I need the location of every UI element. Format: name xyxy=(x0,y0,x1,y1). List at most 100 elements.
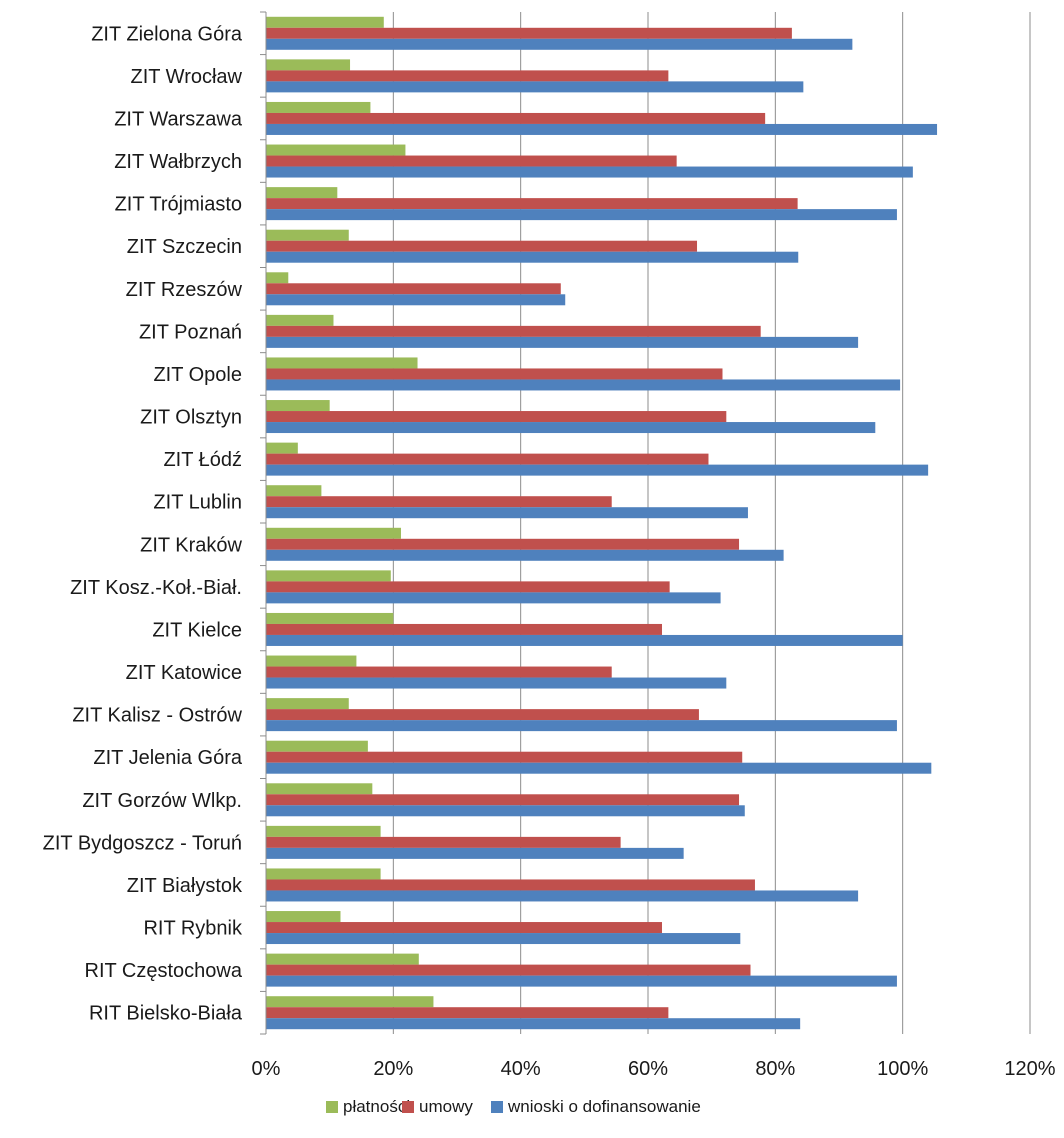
bar-umowy xyxy=(266,581,670,593)
bar-wnioski-o-dofinansowanie xyxy=(266,166,913,178)
bar-płatności xyxy=(266,357,418,369)
bar-umowy xyxy=(266,666,612,678)
grid-lines xyxy=(392,12,1031,1034)
bar-umowy xyxy=(266,155,677,167)
bar-płatności xyxy=(266,868,381,880)
category-label: ZIT Kielce xyxy=(152,619,242,641)
category-label: ZIT Warszawa xyxy=(114,108,243,130)
category-label: ZIT Wałbrzych xyxy=(114,151,242,173)
category-label: ZIT Lublin xyxy=(153,492,242,514)
bar-płatności xyxy=(266,187,338,199)
bar-umowy xyxy=(266,623,663,635)
bar-wnioski-o-dofinansowanie xyxy=(266,422,876,434)
category-label: ZIT Rzeszów xyxy=(126,279,243,301)
bar-płatności xyxy=(266,698,349,710)
bar-wnioski-o-dofinansowanie xyxy=(266,677,727,689)
category-label: ZIT Zielona Góra xyxy=(91,23,243,45)
bar-wnioski-o-dofinansowanie xyxy=(266,379,901,391)
bar-umowy xyxy=(266,283,561,295)
category-label: ZIT Wrocław xyxy=(131,66,243,88)
bar-płatności xyxy=(266,229,349,241)
bar-płatności xyxy=(266,612,394,624)
legend: płatności umowy wnioski o dofinansowanie xyxy=(326,1097,701,1116)
category-label: ZIT Kalisz - Ostrów xyxy=(72,705,242,727)
bar-wnioski-o-dofinansowanie xyxy=(266,634,903,646)
bar-płatności xyxy=(266,953,419,965)
legend-label: umowy xyxy=(419,1097,473,1116)
bar-płatności xyxy=(266,911,341,923)
legend-label: wnioski o dofinansowanie xyxy=(507,1097,701,1116)
bar-umowy xyxy=(266,27,792,39)
y-axis xyxy=(260,11,267,1035)
bar-płatności xyxy=(266,570,391,582)
bar-wnioski-o-dofinansowanie xyxy=(266,933,741,945)
category-label: RIT Bielsko-Biała xyxy=(89,1003,243,1025)
x-tick-label: 120% xyxy=(1004,1058,1055,1080)
category-label: ZIT Gorzów Wlkp. xyxy=(82,790,242,812)
bar-płatności xyxy=(266,655,357,667)
bars xyxy=(266,16,938,1030)
bar-wnioski-o-dofinansowanie xyxy=(266,975,897,987)
category-label: ZIT Jelenia Góra xyxy=(93,747,242,769)
bar-płatności xyxy=(266,485,322,497)
x-tick-label: 80% xyxy=(755,1058,795,1080)
bar-umowy xyxy=(266,368,723,380)
bar-umowy xyxy=(266,1007,669,1019)
bar-wnioski-o-dofinansowanie xyxy=(266,507,748,519)
bar-wnioski-o-dofinansowanie xyxy=(266,1018,801,1030)
x-axis-ticks: 0% 20% 40% 60% 80% 100% 120% xyxy=(252,1058,1056,1080)
bar-wnioski-o-dofinansowanie xyxy=(266,464,929,476)
bar-wnioski-o-dofinansowanie xyxy=(266,81,804,93)
bar-wnioski-o-dofinansowanie xyxy=(266,336,859,348)
category-labels: ZIT Zielona Góra ZIT Wrocław ZIT Warszawa Z… xyxy=(43,23,243,1024)
category-label: ZIT Opole xyxy=(153,364,242,386)
x-tick-label: 60% xyxy=(628,1058,668,1080)
bar-umowy xyxy=(266,198,798,210)
bar-płatności xyxy=(266,527,401,539)
bar-płatności xyxy=(266,400,330,412)
bar-wnioski-o-dofinansowanie xyxy=(266,251,799,263)
category-label: ZIT Białystok xyxy=(127,875,243,897)
bar-płatności xyxy=(266,783,373,795)
bar-wnioski-o-dofinansowanie xyxy=(266,549,784,561)
bar-umowy xyxy=(266,538,740,550)
bar-umowy xyxy=(266,70,669,82)
bar-wnioski-o-dofinansowanie xyxy=(266,294,566,306)
category-label: ZIT Kraków xyxy=(140,534,242,556)
bar-wnioski-o-dofinansowanie xyxy=(266,805,745,817)
legend-swatch xyxy=(402,1101,414,1113)
bar-płatności xyxy=(266,996,434,1008)
bar-umowy xyxy=(266,836,621,848)
category-label: ZIT Trójmiasto xyxy=(115,194,242,216)
bar-płatności xyxy=(266,442,298,454)
bar-umowy xyxy=(266,496,612,508)
bar-umowy xyxy=(266,794,740,806)
legend-swatch xyxy=(491,1101,503,1113)
bar-umowy xyxy=(266,751,743,763)
bar-wnioski-o-dofinansowanie xyxy=(266,209,897,221)
bar-umowy xyxy=(266,879,755,891)
bar-wnioski-o-dofinansowanie xyxy=(266,847,684,859)
category-label: ZIT Bydgoszcz - Toruń xyxy=(43,832,242,854)
bar-wnioski-o-dofinansowanie xyxy=(266,592,721,604)
bar-płatności xyxy=(266,101,371,113)
x-tick-label: 40% xyxy=(501,1058,541,1080)
category-label: ZIT Poznań xyxy=(139,321,242,343)
bar-wnioski-o-dofinansowanie xyxy=(266,890,859,902)
category-label: RIT Rybnik xyxy=(143,918,243,940)
bar-umowy xyxy=(266,112,766,124)
bar-wnioski-o-dofinansowanie xyxy=(266,38,853,50)
bar-wnioski-o-dofinansowanie xyxy=(266,720,897,732)
bar-płatności xyxy=(266,740,368,752)
bar-wnioski-o-dofinansowanie xyxy=(266,123,938,135)
category-label: ZIT Szczecin xyxy=(127,236,242,258)
bar-płatności xyxy=(266,314,334,326)
bar-umowy xyxy=(266,922,663,934)
bar-płatności xyxy=(266,272,289,284)
legend-swatch xyxy=(326,1101,338,1113)
x-tick-label: 20% xyxy=(373,1058,413,1080)
category-label: RIT Częstochowa xyxy=(85,960,243,982)
bar-umowy xyxy=(266,240,698,252)
bar-płatności xyxy=(266,59,351,71)
